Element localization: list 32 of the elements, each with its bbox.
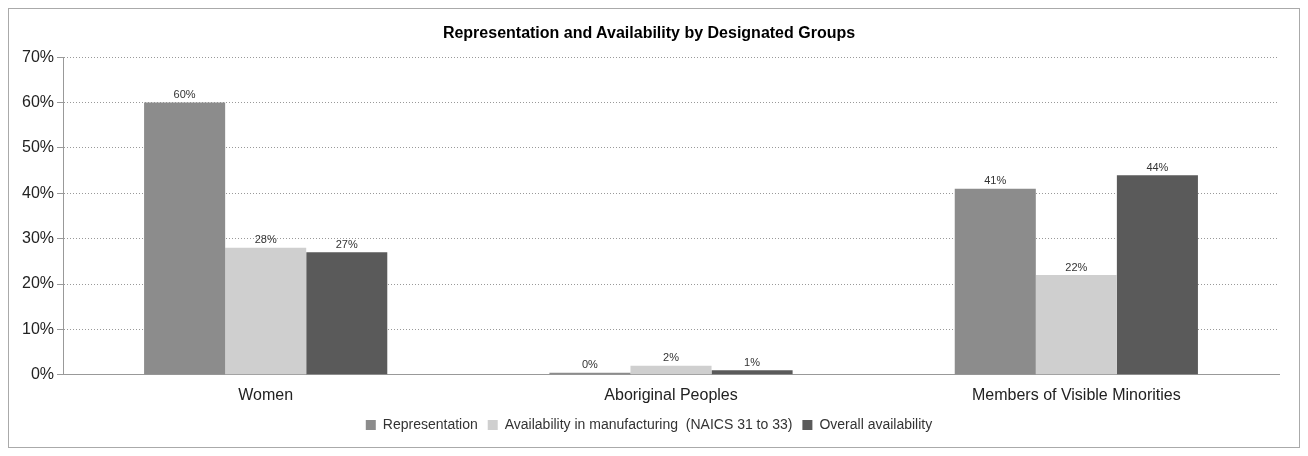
data-label: 22% bbox=[1065, 260, 1088, 273]
y-tick-label: 70% bbox=[21, 47, 55, 65]
bar bbox=[306, 252, 388, 375]
bar bbox=[1116, 175, 1198, 375]
data-label: 28% bbox=[254, 233, 277, 246]
legend-label: Overall availability bbox=[819, 415, 933, 432]
data-label: 60% bbox=[173, 88, 196, 101]
data-label: 1% bbox=[744, 355, 761, 368]
legend-label: Representation bbox=[382, 415, 478, 432]
data-label: 2% bbox=[663, 351, 680, 364]
chart-title: Representation and Availability by Designated Groups bbox=[442, 24, 856, 42]
bar bbox=[144, 102, 226, 375]
y-tick-label: 0% bbox=[30, 365, 55, 383]
data-label: 27% bbox=[335, 237, 358, 250]
x-tick-label: Aboriginal Peoples bbox=[604, 385, 738, 403]
data-label: 44% bbox=[1146, 160, 1169, 173]
bar bbox=[630, 365, 712, 375]
data-label: 0% bbox=[581, 358, 599, 371]
y-tick-label: 20% bbox=[21, 274, 55, 292]
legend-label: Availability in manufacturing (NAICS 31 to 33) bbox=[504, 415, 793, 432]
bar bbox=[954, 188, 1036, 375]
x-tick-label: Women bbox=[238, 385, 294, 403]
y-tick-label: 60% bbox=[21, 92, 55, 110]
y-tick-label: 30% bbox=[21, 229, 55, 247]
bar bbox=[711, 370, 793, 375]
y-tick-label: 40% bbox=[21, 183, 55, 201]
bar bbox=[225, 247, 307, 375]
data-label: 41% bbox=[984, 174, 1007, 187]
bar bbox=[1035, 274, 1117, 375]
y-tick-label: 10% bbox=[21, 319, 55, 337]
y-tick-label: 50% bbox=[21, 138, 55, 156]
x-tick-label: Members of Visible Minorities bbox=[972, 385, 1181, 403]
